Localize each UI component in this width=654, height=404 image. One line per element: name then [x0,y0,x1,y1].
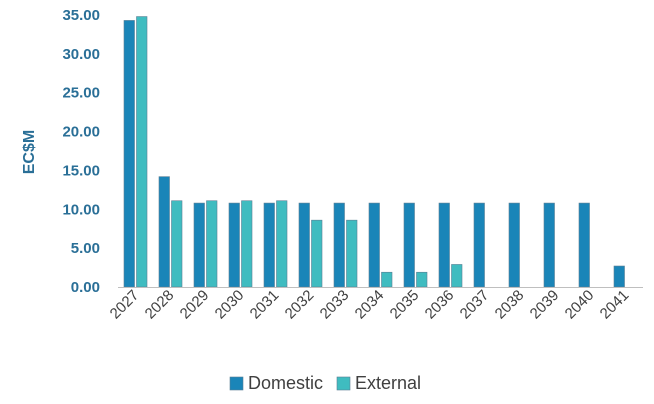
y-tick-label: 15.00 [62,162,100,179]
x-tick-label: 2029 [177,287,213,323]
bar-external-2031 [276,200,288,288]
bar-domestic-2040 [578,202,590,288]
bars [123,16,625,288]
bar-external-2033 [346,219,358,288]
y-tick-label: 35.00 [62,7,100,24]
bar-external-2030 [241,200,253,288]
y-tick-label: 10.00 [62,201,100,218]
bar-external-2027 [136,16,148,288]
bar-external-2029 [206,200,218,288]
bar-domestic-2041 [613,265,625,288]
y-axis-label: EC$M [21,130,38,174]
y-tick-label: 5.00 [71,240,100,257]
bar-domestic-2039 [543,202,555,288]
legend-label-domestic: Domestic [248,373,323,393]
legend-label-external: External [355,373,421,393]
x-tick-label: 2039 [527,287,563,323]
bar-domestic-2038 [508,202,520,288]
x-tick-label: 2034 [352,287,388,323]
x-tick-label: 2031 [247,287,283,323]
bar-domestic-2027 [123,20,135,288]
bar-external-2028 [171,200,183,288]
bar-domestic-2036 [438,202,450,288]
bar-external-2032 [311,219,323,288]
bar-external-2035 [416,271,428,288]
bar-domestic-2033 [333,202,345,288]
x-tick-label: 2036 [422,287,458,323]
bar-domestic-2028 [158,176,170,288]
x-tick-label: 2037 [457,287,493,323]
bar-domestic-2030 [228,202,240,288]
y-tick-label: 0.00 [71,279,100,296]
y-tick-label: 30.00 [62,46,100,63]
bar-domestic-2034 [368,202,380,288]
x-tick-label: 2040 [562,287,598,323]
legend-swatch-domestic [229,376,244,391]
x-tick-label: 2038 [492,287,528,323]
x-tick-label: 2032 [282,287,318,323]
x-tick-label: 2033 [317,287,353,323]
y-tick-label: 25.00 [62,85,100,102]
x-tick-label: 2035 [387,287,423,323]
x-tick-label: 2028 [142,287,178,323]
y-tick-labels: 0.00 5.00 10.00 15.00 20.00 25.00 30.00 35.00 [62,7,100,296]
x-tick-labels: 2027 2028 2029 2030 2031 2032 2033 2034 2035 2036… [107,287,633,323]
bar-domestic-2032 [298,202,310,288]
bar-domestic-2029 [193,202,205,288]
bar-domestic-2031 [263,202,275,288]
bar-external-2036 [451,264,463,288]
x-tick-label: 2027 [107,287,143,323]
x-tick-label: 2041 [597,287,633,323]
bar-external-2034 [381,271,393,288]
bar-domestic-2037 [473,202,485,288]
bar-domestic-2035 [403,202,415,288]
x-tick-label: 2030 [212,287,248,323]
legend: Domestic External [229,373,421,393]
legend-swatch-external [336,376,351,391]
y-tick-label: 20.00 [62,124,100,141]
